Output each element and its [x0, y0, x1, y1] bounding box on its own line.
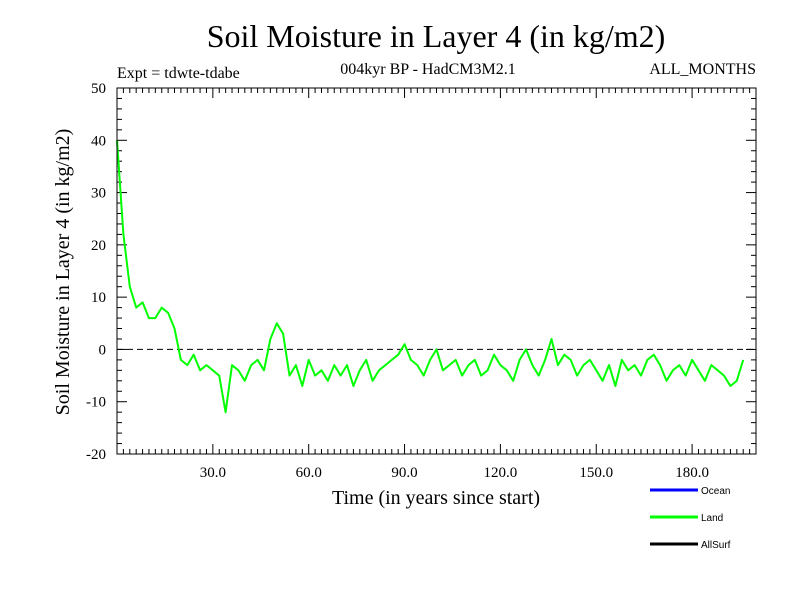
y-axis-label: Soil Moisture in Layer 4 (in kg/m2) [52, 129, 74, 416]
x-tick-label: 30.0 [200, 465, 226, 481]
y-tick-label: -20 [86, 447, 106, 463]
y-tick-label: -10 [86, 395, 106, 411]
chart-subtitle-left: Expt = tdwte-tdabe [117, 65, 240, 82]
legend: Ocean Land AllSurf [650, 486, 731, 551]
legend-label-ocean: Ocean [701, 486, 730, 497]
legend-label-allsurf: AllSurf [701, 540, 731, 551]
y-tick-label: 40 [91, 133, 106, 149]
y-tick-label: 20 [91, 238, 106, 254]
chart-subtitle-center: 004kyr BP - HadCM3M2.1 [340, 61, 515, 78]
x-axis-label: Time (in years since start) [332, 487, 540, 509]
y-tick-label: 30 [91, 186, 106, 202]
y-tick-label: 10 [91, 290, 106, 306]
series-line-land [116, 140, 745, 414]
chart-title: Soil Moisture in Layer 4 (in kg/m2) [207, 18, 666, 54]
plot-frame [116, 87, 757, 455]
y-tick-label: 0 [99, 342, 107, 358]
chart-subtitle-right: ALL_MONTHS [649, 61, 756, 78]
legend-label-land: Land [701, 513, 723, 524]
x-tick-label: 150.0 [579, 465, 613, 481]
x-tick-label: 90.0 [391, 465, 417, 481]
y-tick-label: 50 [91, 81, 106, 97]
x-tick-label: 60.0 [296, 465, 322, 481]
x-tick-label: 120.0 [484, 465, 518, 481]
tick-labels: 30.0 60.0 90.0 120.0 150.0 180.0 -20 -10 0 10 20 30… [86, 81, 709, 481]
series-layer [116, 140, 745, 414]
axis-ticks [116, 87, 757, 455]
x-tick-label: 180.0 [675, 465, 709, 481]
